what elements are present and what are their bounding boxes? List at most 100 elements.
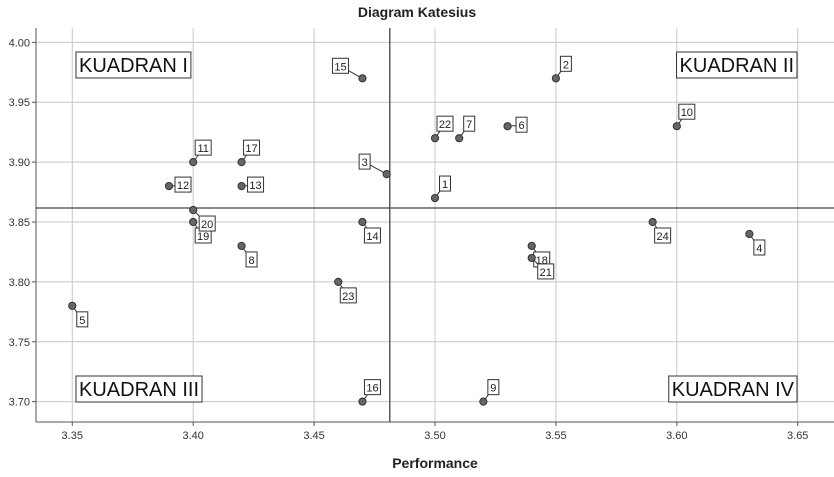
point-label-box — [358, 153, 371, 170]
x-tick-label: 3.35 — [62, 430, 83, 442]
quadrant-label-box — [75, 375, 203, 403]
point-label-box — [174, 176, 192, 193]
data-point-8: 8 — [237, 241, 258, 268]
data-point-13: 13 — [237, 176, 265, 193]
data-point-10: 10 — [672, 103, 696, 131]
point-label: 20 — [201, 219, 213, 231]
point-marker — [358, 217, 367, 227]
data-point-23: 23 — [334, 277, 357, 304]
point-label-box — [198, 215, 216, 232]
point-label: 16 — [366, 383, 378, 395]
point-marker — [189, 158, 198, 167]
data-point-18: 18 — [527, 241, 551, 268]
data-point-20: 20 — [189, 205, 216, 232]
point-label: 2 — [563, 59, 569, 71]
x-axis-label: Performance — [392, 455, 478, 471]
data-point-5: 5 — [68, 301, 89, 328]
point-label-box — [515, 116, 528, 133]
point-marker — [648, 217, 657, 227]
point-label: 19 — [197, 231, 209, 243]
data-point-3: 3 — [358, 153, 391, 179]
point-label: 15 — [334, 61, 346, 73]
y-tick-label: 3.90 — [9, 157, 30, 169]
point-label-box — [331, 57, 349, 74]
point-label: 22 — [439, 119, 451, 131]
point-label: 11 — [197, 143, 208, 155]
data-point-17: 17 — [237, 139, 261, 167]
point-label-box — [243, 139, 261, 156]
point-label-box — [559, 55, 572, 72]
data-point-15: 15 — [331, 57, 367, 83]
data-point-7: 7 — [455, 115, 476, 143]
point-marker — [358, 74, 367, 83]
y-tick-label: 3.85 — [9, 217, 30, 229]
point-marker — [745, 229, 754, 239]
y-tick-label: 3.80 — [9, 277, 30, 289]
point-label: 17 — [245, 143, 257, 155]
point-label: 21 — [540, 267, 552, 279]
quadrant-label-box — [676, 51, 798, 79]
quadrant-label-box — [75, 51, 192, 79]
point-label-box — [753, 239, 766, 256]
point-marker — [237, 158, 246, 167]
point-marker — [551, 74, 561, 83]
point-label: 13 — [249, 180, 261, 192]
point-marker — [382, 170, 391, 179]
point-label: 9 — [490, 383, 496, 395]
x-tick-label: 3.50 — [424, 430, 445, 442]
point-marker — [358, 397, 367, 406]
data-point-1: 1 — [430, 175, 451, 203]
point-label-box — [363, 227, 381, 244]
point-marker — [430, 193, 440, 203]
data-point-9: 9 — [479, 379, 500, 406]
chart-title: Diagram Katesius — [357, 4, 477, 20]
point-label: 8 — [248, 255, 254, 267]
point-label-box — [247, 176, 265, 193]
x-tick-label: 3.65 — [787, 430, 808, 442]
point-marker — [479, 397, 488, 406]
point-marker — [189, 205, 198, 215]
point-marker — [164, 181, 174, 191]
point-label-box — [487, 379, 500, 396]
point-label: 14 — [366, 231, 378, 243]
point-label-box — [678, 103, 696, 120]
quadrant-label-text: KUADRAN III — [79, 379, 199, 401]
x-tick-label: 3.45 — [303, 430, 324, 442]
point-label-box — [436, 115, 454, 132]
point-label-box — [537, 263, 555, 280]
data-point-2: 2 — [551, 55, 572, 83]
point-label: 4 — [756, 243, 762, 255]
point-label-box — [194, 139, 212, 156]
y-tick-label: 3.70 — [9, 397, 30, 409]
quadrant-label-text: KUADRAN IV — [672, 379, 795, 401]
data-point-24: 24 — [648, 217, 672, 244]
point-label-box — [363, 379, 381, 396]
point-marker — [189, 217, 198, 227]
point-marker — [503, 122, 512, 131]
data-point-6: 6 — [503, 116, 528, 133]
point-label: 7 — [466, 119, 472, 131]
point-marker — [68, 301, 77, 310]
quadrant-label-top-right: KUADRAN II — [676, 51, 798, 79]
data-point-14: 14 — [358, 217, 381, 244]
point-label: 3 — [362, 157, 368, 169]
point-marker — [334, 277, 343, 286]
point-label-box — [245, 251, 258, 268]
point-marker — [237, 181, 246, 191]
point-label-box — [76, 311, 89, 328]
point-label: 10 — [681, 107, 693, 119]
x-tick-label: 3.40 — [182, 430, 203, 442]
point-label-box — [463, 115, 476, 132]
point-marker — [430, 134, 440, 143]
point-label-box — [439, 175, 451, 192]
quadrant-label-bottom-right: KUADRAN IV — [668, 375, 798, 403]
data-point-12: 12 — [164, 176, 192, 193]
point-marker — [237, 241, 246, 251]
point-marker — [527, 253, 536, 263]
point-label-box — [339, 287, 357, 304]
point-label: 1 — [442, 179, 448, 191]
y-tick-label: 3.95 — [9, 97, 30, 109]
data-point-19: 19 — [189, 217, 212, 244]
point-label: 12 — [177, 180, 189, 192]
